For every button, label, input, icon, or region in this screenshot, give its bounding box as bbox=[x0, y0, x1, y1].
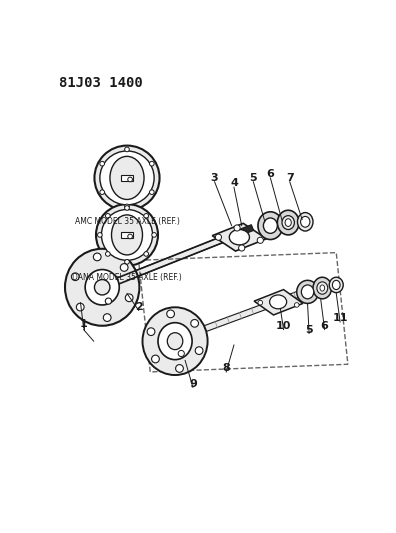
Text: 5: 5 bbox=[249, 173, 257, 183]
Ellipse shape bbox=[65, 249, 139, 326]
Ellipse shape bbox=[313, 277, 331, 299]
Polygon shape bbox=[240, 225, 254, 235]
Ellipse shape bbox=[294, 303, 299, 308]
Ellipse shape bbox=[120, 264, 128, 271]
Ellipse shape bbox=[103, 314, 111, 321]
Ellipse shape bbox=[125, 147, 129, 152]
Text: 5: 5 bbox=[305, 325, 313, 335]
Polygon shape bbox=[212, 223, 267, 251]
Ellipse shape bbox=[112, 215, 143, 255]
Polygon shape bbox=[312, 282, 323, 292]
Ellipse shape bbox=[301, 216, 310, 227]
Ellipse shape bbox=[329, 277, 343, 293]
Ellipse shape bbox=[97, 232, 102, 237]
Ellipse shape bbox=[178, 350, 185, 357]
Ellipse shape bbox=[105, 252, 110, 256]
Text: 4: 4 bbox=[230, 179, 238, 188]
Ellipse shape bbox=[125, 204, 129, 209]
Ellipse shape bbox=[93, 253, 101, 261]
Ellipse shape bbox=[167, 310, 175, 318]
Ellipse shape bbox=[125, 294, 133, 302]
Ellipse shape bbox=[128, 234, 132, 239]
Ellipse shape bbox=[95, 280, 110, 295]
Text: 9: 9 bbox=[189, 378, 197, 389]
Ellipse shape bbox=[76, 303, 84, 311]
Ellipse shape bbox=[150, 190, 154, 195]
Ellipse shape bbox=[234, 225, 240, 231]
Ellipse shape bbox=[144, 252, 148, 256]
Polygon shape bbox=[191, 286, 314, 336]
Ellipse shape bbox=[229, 230, 249, 245]
Text: 2: 2 bbox=[135, 302, 143, 311]
Ellipse shape bbox=[270, 295, 287, 309]
Ellipse shape bbox=[263, 218, 277, 233]
Ellipse shape bbox=[100, 190, 105, 195]
Ellipse shape bbox=[285, 219, 291, 227]
Ellipse shape bbox=[71, 273, 79, 280]
Ellipse shape bbox=[105, 298, 112, 304]
Text: 3: 3 bbox=[211, 173, 218, 183]
Text: 10: 10 bbox=[276, 321, 291, 331]
Ellipse shape bbox=[101, 209, 152, 260]
Polygon shape bbox=[116, 229, 243, 284]
Ellipse shape bbox=[152, 232, 156, 237]
Ellipse shape bbox=[125, 260, 129, 264]
Text: 6: 6 bbox=[321, 321, 329, 331]
Ellipse shape bbox=[282, 216, 294, 230]
Ellipse shape bbox=[239, 245, 245, 251]
Text: DANA MODEL 35 AXLE (REF.): DANA MODEL 35 AXLE (REF.) bbox=[72, 273, 182, 281]
Text: 7: 7 bbox=[286, 173, 293, 183]
Ellipse shape bbox=[215, 234, 221, 240]
Ellipse shape bbox=[110, 156, 144, 199]
Ellipse shape bbox=[297, 213, 313, 231]
Polygon shape bbox=[121, 175, 133, 181]
Ellipse shape bbox=[332, 280, 340, 289]
Ellipse shape bbox=[317, 282, 328, 294]
Ellipse shape bbox=[277, 210, 299, 235]
Ellipse shape bbox=[143, 308, 208, 375]
Ellipse shape bbox=[167, 333, 183, 350]
Ellipse shape bbox=[105, 214, 110, 218]
Ellipse shape bbox=[150, 161, 154, 166]
Ellipse shape bbox=[152, 355, 159, 363]
Text: 81J03 1400: 81J03 1400 bbox=[59, 76, 143, 90]
Text: 6: 6 bbox=[267, 169, 274, 179]
Ellipse shape bbox=[258, 301, 263, 305]
Ellipse shape bbox=[158, 322, 192, 360]
Polygon shape bbox=[254, 289, 303, 315]
Text: 1: 1 bbox=[80, 319, 88, 329]
Ellipse shape bbox=[125, 206, 129, 210]
Ellipse shape bbox=[175, 365, 183, 373]
Ellipse shape bbox=[297, 280, 318, 303]
Ellipse shape bbox=[96, 204, 158, 265]
Text: AMC MODEL 35 AXLE (REF.): AMC MODEL 35 AXLE (REF.) bbox=[74, 217, 179, 226]
Ellipse shape bbox=[95, 146, 160, 210]
Text: 11: 11 bbox=[332, 313, 348, 323]
Ellipse shape bbox=[258, 212, 283, 239]
Polygon shape bbox=[121, 232, 133, 238]
Text: 8: 8 bbox=[222, 363, 230, 373]
Ellipse shape bbox=[195, 347, 203, 354]
Ellipse shape bbox=[100, 161, 105, 166]
Ellipse shape bbox=[144, 214, 148, 218]
Ellipse shape bbox=[100, 151, 154, 205]
Ellipse shape bbox=[301, 285, 314, 299]
Ellipse shape bbox=[128, 177, 132, 182]
Ellipse shape bbox=[320, 285, 325, 291]
Ellipse shape bbox=[191, 319, 198, 327]
Ellipse shape bbox=[257, 237, 263, 244]
Ellipse shape bbox=[85, 270, 119, 305]
Ellipse shape bbox=[147, 328, 155, 336]
